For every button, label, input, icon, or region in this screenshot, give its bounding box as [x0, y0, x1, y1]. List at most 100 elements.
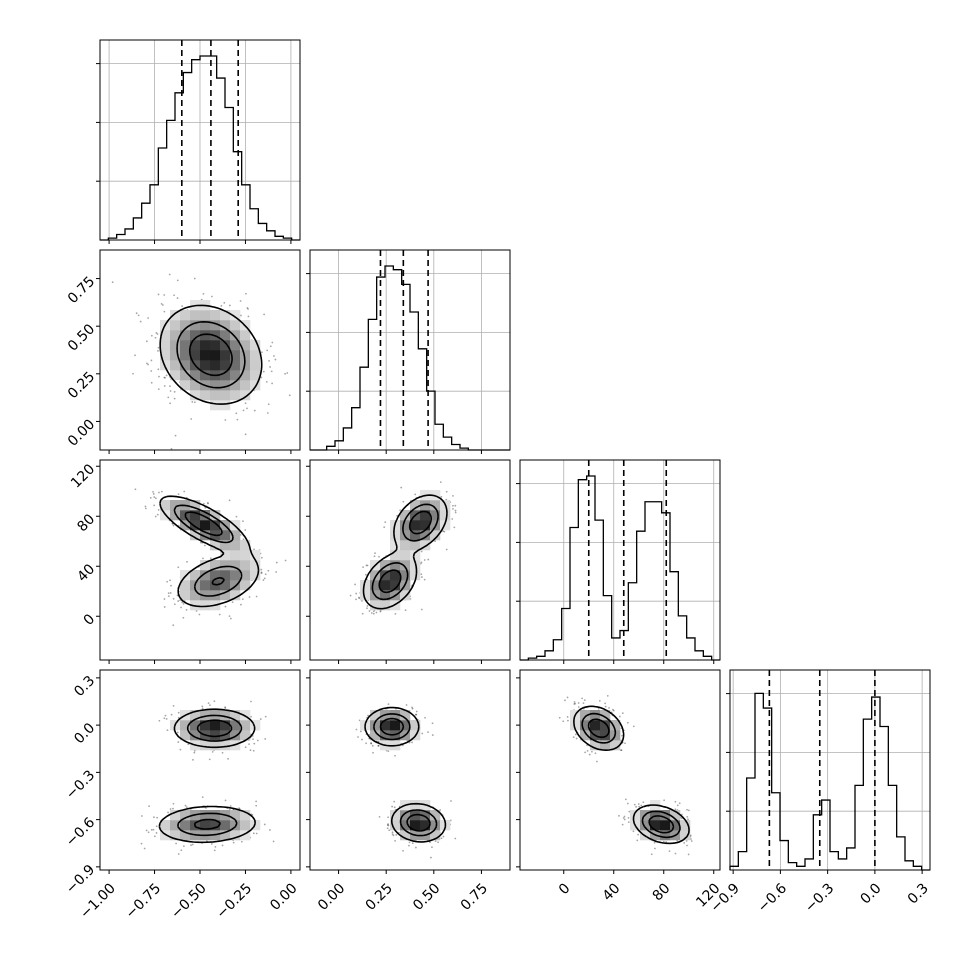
scatter-point	[168, 273, 171, 276]
density-cell	[650, 810, 661, 821]
x-tick-label: 0.0	[858, 880, 885, 907]
scatter-point	[586, 749, 589, 752]
x-tick-label: 0.50	[410, 880, 443, 913]
scatter-point	[274, 358, 277, 361]
density-cell	[390, 540, 401, 551]
density-cell	[240, 580, 251, 591]
density-cell	[180, 330, 191, 341]
density-cell	[250, 370, 261, 381]
density-cell	[410, 540, 421, 551]
density-cell	[180, 320, 191, 331]
scatter-point	[158, 719, 161, 722]
scatter-point	[239, 300, 242, 302]
scatter-point	[228, 499, 231, 502]
scatter-point	[378, 555, 380, 558]
density-cell	[400, 560, 411, 571]
density-cell	[440, 510, 451, 521]
contour-line	[587, 718, 675, 834]
density-cell	[170, 330, 181, 341]
density-cell	[230, 710, 241, 721]
density-cell	[420, 820, 431, 831]
scatter-point	[172, 802, 175, 805]
scatter-point	[152, 490, 154, 493]
scatter-point	[620, 749, 623, 751]
scatter-point	[167, 396, 170, 399]
panel-frame	[519, 459, 721, 661]
scatter-point	[221, 844, 224, 847]
scatter-point	[573, 701, 576, 703]
density-cell	[170, 340, 181, 351]
density-cell	[200, 310, 211, 321]
scatter-point	[411, 707, 414, 710]
scatter-point	[377, 744, 380, 747]
scatter-point	[164, 376, 166, 379]
scatter-point	[440, 495, 443, 498]
scatter-point	[611, 708, 614, 711]
scatter-point	[169, 385, 171, 388]
scatter-point	[420, 608, 423, 611]
density-cell	[180, 340, 191, 351]
density-cell	[400, 810, 411, 821]
density-cell	[220, 400, 231, 411]
density-cell	[200, 580, 211, 591]
density-cell	[210, 560, 221, 571]
density-cell	[180, 730, 191, 741]
density-cell	[200, 340, 211, 351]
scatter-point	[423, 578, 426, 581]
scatter-point	[685, 840, 688, 842]
density-cell	[200, 810, 211, 821]
scatter-point	[270, 370, 273, 373]
joint-panel	[96, 459, 301, 664]
density-cell	[220, 350, 231, 361]
density-cell	[400, 710, 411, 721]
scatter-point	[147, 317, 150, 319]
density-cell	[390, 710, 401, 721]
joint-panel	[96, 249, 301, 454]
scatter-point	[163, 376, 166, 379]
density-cell	[230, 730, 241, 741]
density-cell	[180, 820, 191, 831]
scatter-point	[408, 741, 411, 744]
scatter-point	[284, 559, 287, 562]
scatter-point	[269, 345, 272, 348]
density-cell	[190, 590, 201, 601]
scatter-point	[207, 502, 209, 505]
scatter-point	[265, 380, 268, 383]
scatter-point	[366, 605, 369, 607]
scatter-point	[393, 800, 396, 803]
scatter-point	[452, 507, 454, 510]
scatter-point	[209, 557, 212, 560]
scatter-point	[375, 611, 378, 614]
histogram	[100, 55, 300, 241]
scatter-point	[349, 594, 352, 597]
density-cell	[590, 710, 601, 721]
scatter-point	[387, 824, 390, 827]
x-tick-label: 0.3	[905, 880, 932, 907]
scatter-point	[267, 403, 270, 406]
scatter-point	[674, 800, 677, 803]
scatter-point	[211, 750, 214, 753]
density-cell	[210, 540, 221, 551]
scatter-point	[372, 751, 374, 754]
contour-line	[177, 714, 243, 837]
density-cell	[670, 820, 681, 831]
scatter-point	[182, 616, 185, 619]
scatter-point	[173, 294, 176, 297]
scatter-point	[362, 566, 365, 568]
scatter-point	[636, 839, 639, 842]
scatter-point	[266, 412, 269, 414]
joint-panel	[306, 459, 511, 664]
scatter-point	[177, 566, 180, 569]
density-cell	[170, 830, 181, 841]
density-cell	[410, 820, 421, 831]
contour-line	[158, 708, 256, 844]
scatter-point	[137, 314, 140, 317]
scatter-point	[452, 494, 454, 497]
scatter-point	[180, 849, 183, 852]
scatter-point	[145, 340, 148, 343]
density-cell	[600, 710, 611, 721]
density-cell	[170, 370, 181, 381]
scatter-point	[177, 741, 180, 743]
scatter-point	[157, 293, 160, 296]
density-cell	[210, 340, 221, 351]
